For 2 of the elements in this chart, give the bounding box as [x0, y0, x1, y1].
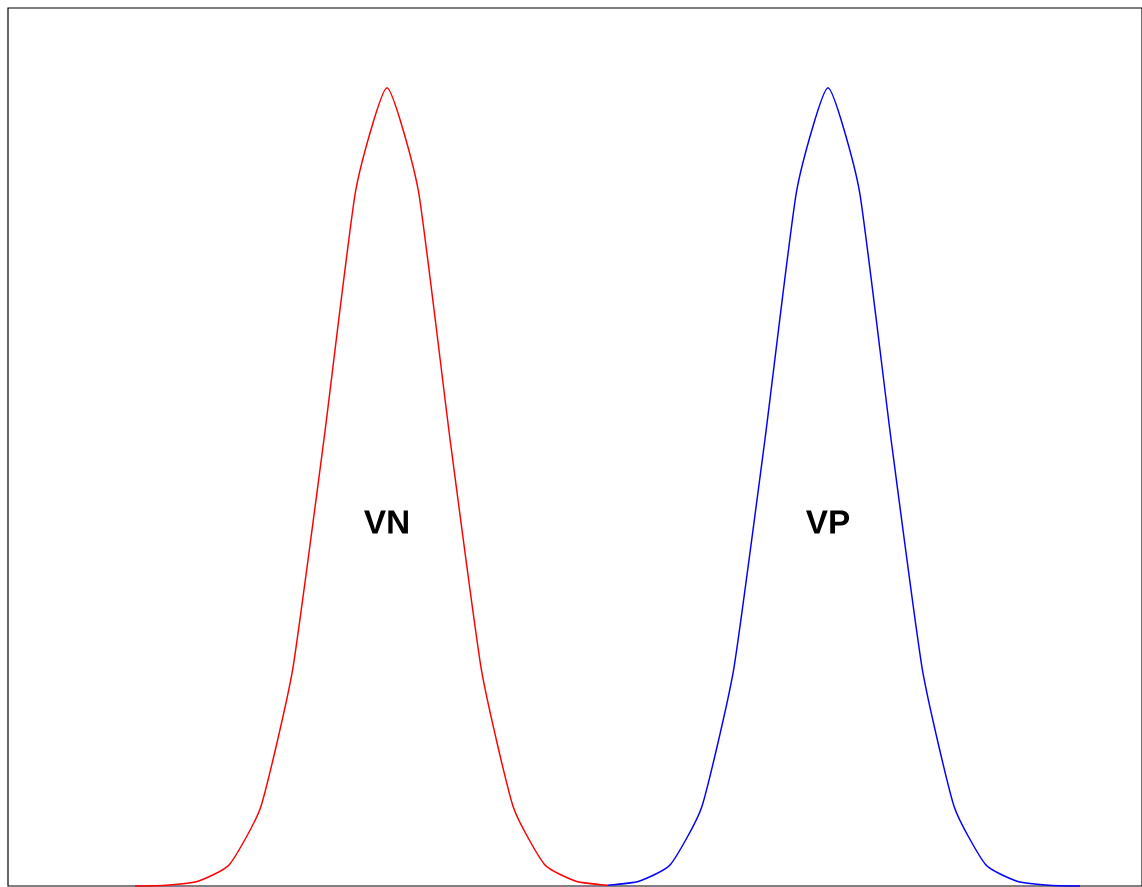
series-label: VP — [806, 510, 850, 534]
series-label: VN — [364, 510, 408, 534]
